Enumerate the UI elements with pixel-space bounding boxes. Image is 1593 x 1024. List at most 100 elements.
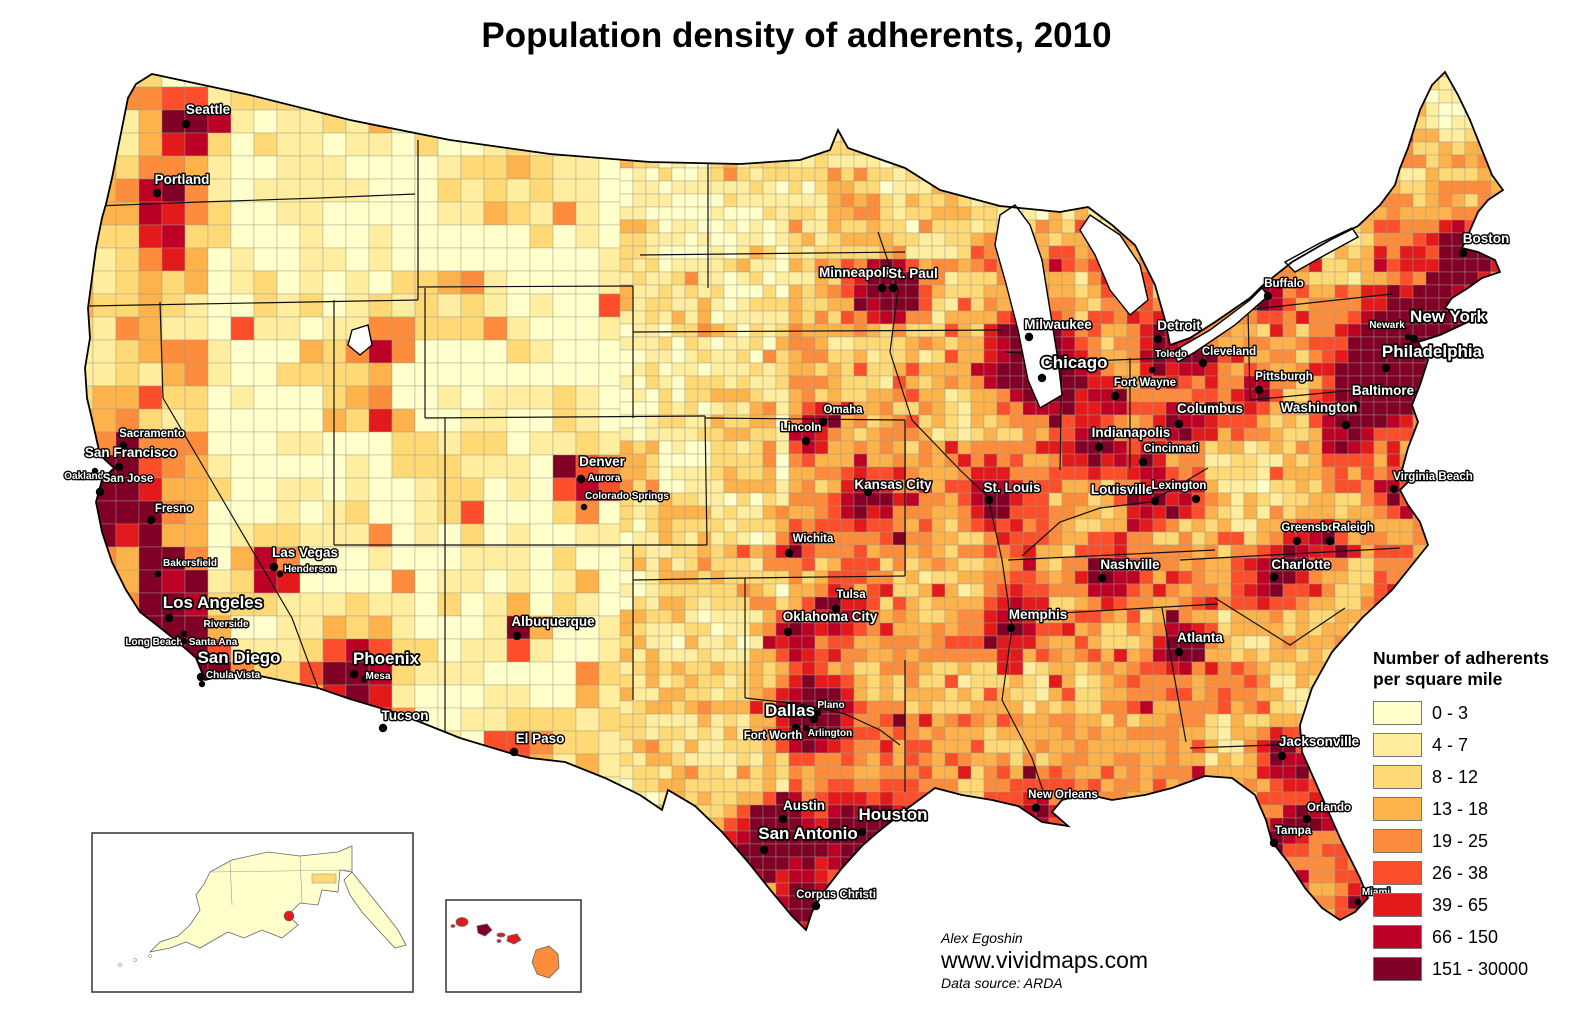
- legend-swatch: [1373, 925, 1422, 949]
- legend-label: 13 - 18: [1432, 798, 1489, 819]
- city-label: Omaha: [824, 404, 864, 416]
- city-dot: [1302, 814, 1312, 824]
- city-dot: [276, 570, 284, 578]
- city-dot: [1269, 572, 1279, 582]
- city-label: Baltimore: [1352, 383, 1415, 398]
- city-label: Houston: [859, 805, 928, 824]
- city-label: Arlington: [808, 728, 852, 739]
- city-label: San Antonio: [758, 824, 857, 843]
- city-label: Indianapolis: [1092, 425, 1171, 440]
- city-dot: [783, 627, 793, 637]
- city-label: Washington: [1281, 400, 1358, 415]
- credits-source: Data source: ARDA: [941, 975, 1063, 991]
- city-label: Cincinnati: [1143, 443, 1199, 455]
- city-label: Denver: [579, 454, 626, 469]
- city-dot: [1110, 391, 1120, 401]
- alaska-inset: [91, 832, 414, 993]
- legend-row: 39 - 65: [1373, 893, 1588, 917]
- city-dot: [802, 724, 810, 732]
- legend-swatch: [1373, 829, 1422, 853]
- city-label: Aurora: [588, 473, 621, 484]
- city-dot: [1341, 420, 1351, 430]
- city-dot: [1153, 334, 1163, 344]
- city-label: Greensboro: [1281, 522, 1346, 534]
- city-dot: [811, 901, 821, 911]
- legend-label: 151 - 30000: [1432, 958, 1529, 979]
- city-dot: [801, 436, 811, 446]
- city-label: Tucson: [382, 708, 429, 723]
- city-dot: [580, 503, 588, 511]
- city-dot: [269, 562, 279, 572]
- credits-website: www.vividmaps.com: [941, 947, 1149, 973]
- city-label: Toledo: [1155, 349, 1187, 360]
- city-dot: [857, 827, 867, 837]
- city-dot: [1174, 419, 1184, 429]
- city-dot: [1404, 333, 1412, 341]
- city-dot: [95, 487, 105, 497]
- city-label: Kansas City: [854, 477, 932, 492]
- city-dot: [1458, 248, 1468, 258]
- city-dot: [778, 814, 788, 824]
- city-label: St. Louis: [984, 480, 1041, 495]
- city-label: Minneapolis: [819, 265, 897, 280]
- city-label: Los Angeles: [163, 593, 263, 612]
- city-label: Columbus: [1177, 401, 1243, 416]
- city-label: Raleigh: [1332, 522, 1374, 534]
- city-label: Chula Vista: [206, 670, 261, 681]
- credits: Alex Egoshin www.vividmaps.com Data sour…: [941, 930, 1148, 991]
- city-label: Bakersfield: [163, 558, 217, 569]
- city-dot: [1292, 536, 1302, 546]
- city-label: Sacramento: [119, 428, 185, 440]
- city-dot: [349, 669, 359, 679]
- city-dot: [1006, 623, 1016, 633]
- city-label: Riverside: [203, 619, 248, 630]
- city-label: Tampa: [1275, 825, 1312, 837]
- legend-row: 66 - 150: [1373, 925, 1588, 949]
- legend-label: 39 - 65: [1432, 894, 1489, 915]
- legend-label: 26 - 38: [1432, 862, 1489, 883]
- city-dot: [118, 441, 128, 451]
- city-label: Fort Wayne: [1114, 377, 1176, 389]
- city-label: Boston: [1463, 231, 1510, 246]
- city-label: Portland: [155, 172, 210, 187]
- city-label: San Francisco: [85, 445, 177, 460]
- city-dot: [1254, 385, 1264, 395]
- city-label: Dallas: [765, 701, 815, 720]
- city-label: New York: [1410, 307, 1486, 326]
- city-dot: [1024, 332, 1034, 342]
- city-dot: [1351, 400, 1361, 410]
- city-dot: [1409, 334, 1419, 344]
- city-dot: [174, 634, 182, 642]
- city-dot: [809, 714, 819, 724]
- city-dot: [784, 548, 794, 558]
- city-label: Milwaukee: [1024, 317, 1092, 332]
- city-label: Memphis: [1009, 607, 1068, 622]
- legend-row: 151 - 30000: [1373, 957, 1588, 981]
- city-label: Pittsburgh: [1255, 371, 1313, 383]
- legend-title: Number of adherents per square mile: [1373, 648, 1588, 690]
- city-dot: [378, 723, 388, 733]
- legend-row: 19 - 25: [1373, 829, 1588, 853]
- city-label: Virginia Beach: [1393, 471, 1473, 483]
- city-label: Fresno: [155, 503, 193, 515]
- city-label: Colorado Springs: [585, 491, 669, 502]
- city-dot: [91, 467, 99, 475]
- city-dot: [196, 672, 206, 682]
- city-dot: [1150, 496, 1160, 506]
- city-dot: [1191, 494, 1201, 504]
- city-dot: [1389, 484, 1399, 494]
- city-label: Philadelphia: [1382, 342, 1483, 361]
- city-dot: [164, 613, 174, 623]
- us-outline: [84, 70, 1505, 932]
- city-dot: [1277, 751, 1287, 761]
- legend-swatch: [1373, 957, 1422, 981]
- city-dot: [818, 417, 828, 427]
- legend-swatch: [1373, 861, 1422, 885]
- city-dot: [1037, 373, 1047, 383]
- city-dot: [1138, 457, 1148, 467]
- city-label: Long Beach: [125, 637, 182, 648]
- city-label: Tulsa: [836, 589, 866, 601]
- legend-rows: 0 - 3 4 - 7 8 - 12 13 - 18 19 - 25 26 - 38 39 …: [1373, 701, 1588, 981]
- city-label: Wichita: [793, 533, 834, 545]
